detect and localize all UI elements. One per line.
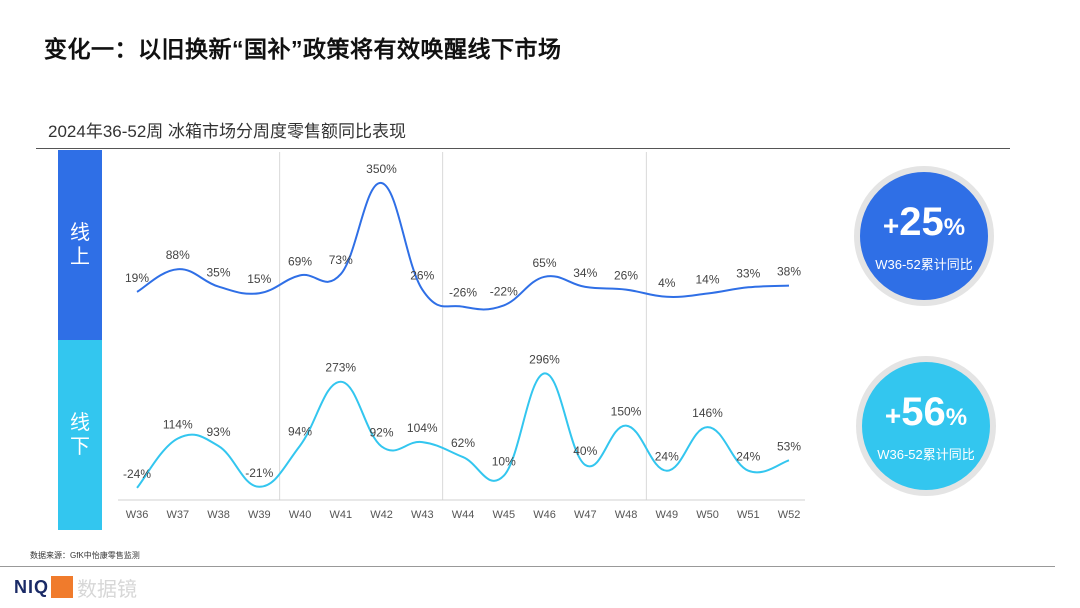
top-divider xyxy=(36,148,1010,149)
online-label-w49: 4% xyxy=(658,276,676,290)
online-summary-value: 25 xyxy=(899,199,944,244)
x-tick-w46: W46 xyxy=(533,509,556,521)
x-tick-w38: W38 xyxy=(207,509,230,521)
online-label-w42: 350% xyxy=(366,162,397,176)
offline-label-w51: 24% xyxy=(736,450,760,464)
offline-label-w50: 146% xyxy=(692,406,723,420)
x-tick-w43: W43 xyxy=(411,509,434,521)
offline-label-w48: 150% xyxy=(611,405,642,419)
offline-label-w45: 10% xyxy=(492,455,516,469)
online-label-w36: 19% xyxy=(125,271,149,285)
data-labels: 19% 88% 35% 15% 69% 73% 350% 26% -26% -22% 65% 34% 2… xyxy=(123,162,801,481)
x-tick-w40: W40 xyxy=(289,509,312,521)
online-label-w52: 38% xyxy=(777,265,801,279)
x-tick-w37: W37 xyxy=(166,509,189,521)
online-label-w37: 88% xyxy=(166,248,190,262)
x-tick-w49: W49 xyxy=(655,509,678,521)
offline-band-label: 线下 xyxy=(58,340,102,530)
online-label-w48: 26% xyxy=(614,269,638,283)
offline-label-w49: 24% xyxy=(655,450,679,464)
online-label-w51: 33% xyxy=(736,266,760,280)
offline-summary-caption: W36-52累计同比 xyxy=(877,446,975,462)
online-label-w43: 26% xyxy=(410,269,434,283)
offline-label-w42: 92% xyxy=(369,425,393,439)
online-label-w38: 35% xyxy=(206,266,230,280)
offline-label-text: 线下 xyxy=(70,412,90,458)
online-summary-sign: + xyxy=(882,209,900,241)
offline-label-w41: 273% xyxy=(325,361,356,375)
x-axis: W36 W37 W38 W39 W40 W41 W42 W43 W44 W45 W46 W47 W48 W… xyxy=(118,499,805,521)
x-tick-w48: W48 xyxy=(615,509,638,521)
x-tick-w39: W39 xyxy=(248,509,271,521)
x-tick-w52: W52 xyxy=(778,509,801,521)
chart-title: 2024年36-52周 冰箱市场分周度零售额同比表现 xyxy=(48,122,407,141)
niq-logo-text: NIQ xyxy=(14,576,50,597)
x-tick-w36: W36 xyxy=(126,509,149,521)
offline-label-w46: 296% xyxy=(529,352,560,366)
offline-label-w40: 94% xyxy=(288,425,312,439)
grid-lines xyxy=(279,152,647,500)
offline-summary-pct: % xyxy=(945,403,968,431)
x-tick-w42: W42 xyxy=(370,509,393,521)
offline-summary-value: 56 xyxy=(901,389,946,434)
online-label-w50: 14% xyxy=(695,273,719,287)
page-title: 变化一：以旧换新“国补”政策将有效唤醒线下市场 xyxy=(44,36,562,62)
x-tick-w41: W41 xyxy=(329,509,352,521)
online-label-w46: 65% xyxy=(532,256,556,270)
online-label-w44: -26% xyxy=(449,286,477,300)
online-summary-badge: +25% W36-52累计同比 xyxy=(854,166,994,306)
offline-label-w43: 104% xyxy=(407,421,438,435)
brand-logo: NIQ 数据镜 xyxy=(14,574,138,601)
online-label-w47: 34% xyxy=(573,266,597,280)
x-tick-w45: W45 xyxy=(492,509,515,521)
offline-series-line xyxy=(136,372,790,489)
x-tick-w44: W44 xyxy=(452,509,475,521)
x-tick-w50: W50 xyxy=(696,509,719,521)
online-series-line xyxy=(136,182,790,311)
online-band-label: 线上 xyxy=(58,150,102,340)
bottom-divider xyxy=(0,566,1055,567)
online-summary-caption: W36-52累计同比 xyxy=(875,256,973,272)
offline-label-w39: -21% xyxy=(245,466,273,480)
offline-label-w38: 93% xyxy=(206,425,230,439)
online-label-w41: 73% xyxy=(329,253,353,267)
series-lines xyxy=(136,182,790,489)
online-label-text: 线上 xyxy=(70,222,90,268)
offline-label-w52: 53% xyxy=(777,439,801,453)
x-tick-w47: W47 xyxy=(574,509,597,521)
watermark-text: 数据镜 xyxy=(77,578,138,601)
online-label-w39: 15% xyxy=(247,272,271,286)
online-label-w40: 69% xyxy=(288,254,312,268)
data-source-note: 数据来源：GfK中怡康零售监测 xyxy=(30,551,140,560)
offline-label-w44: 62% xyxy=(451,436,475,450)
online-summary-pct: % xyxy=(943,213,966,241)
offline-label-w47: 40% xyxy=(573,444,597,458)
offline-summary-sign: + xyxy=(884,399,902,431)
x-tick-w51: W51 xyxy=(737,509,760,521)
offline-summary-badge: +56% W36-52累计同比 xyxy=(856,356,996,496)
offline-label-w37: 114% xyxy=(163,418,193,432)
online-label-w45: -22% xyxy=(490,284,518,298)
offline-label-w36: -24% xyxy=(123,467,151,481)
logo-square-icon xyxy=(51,576,74,598)
